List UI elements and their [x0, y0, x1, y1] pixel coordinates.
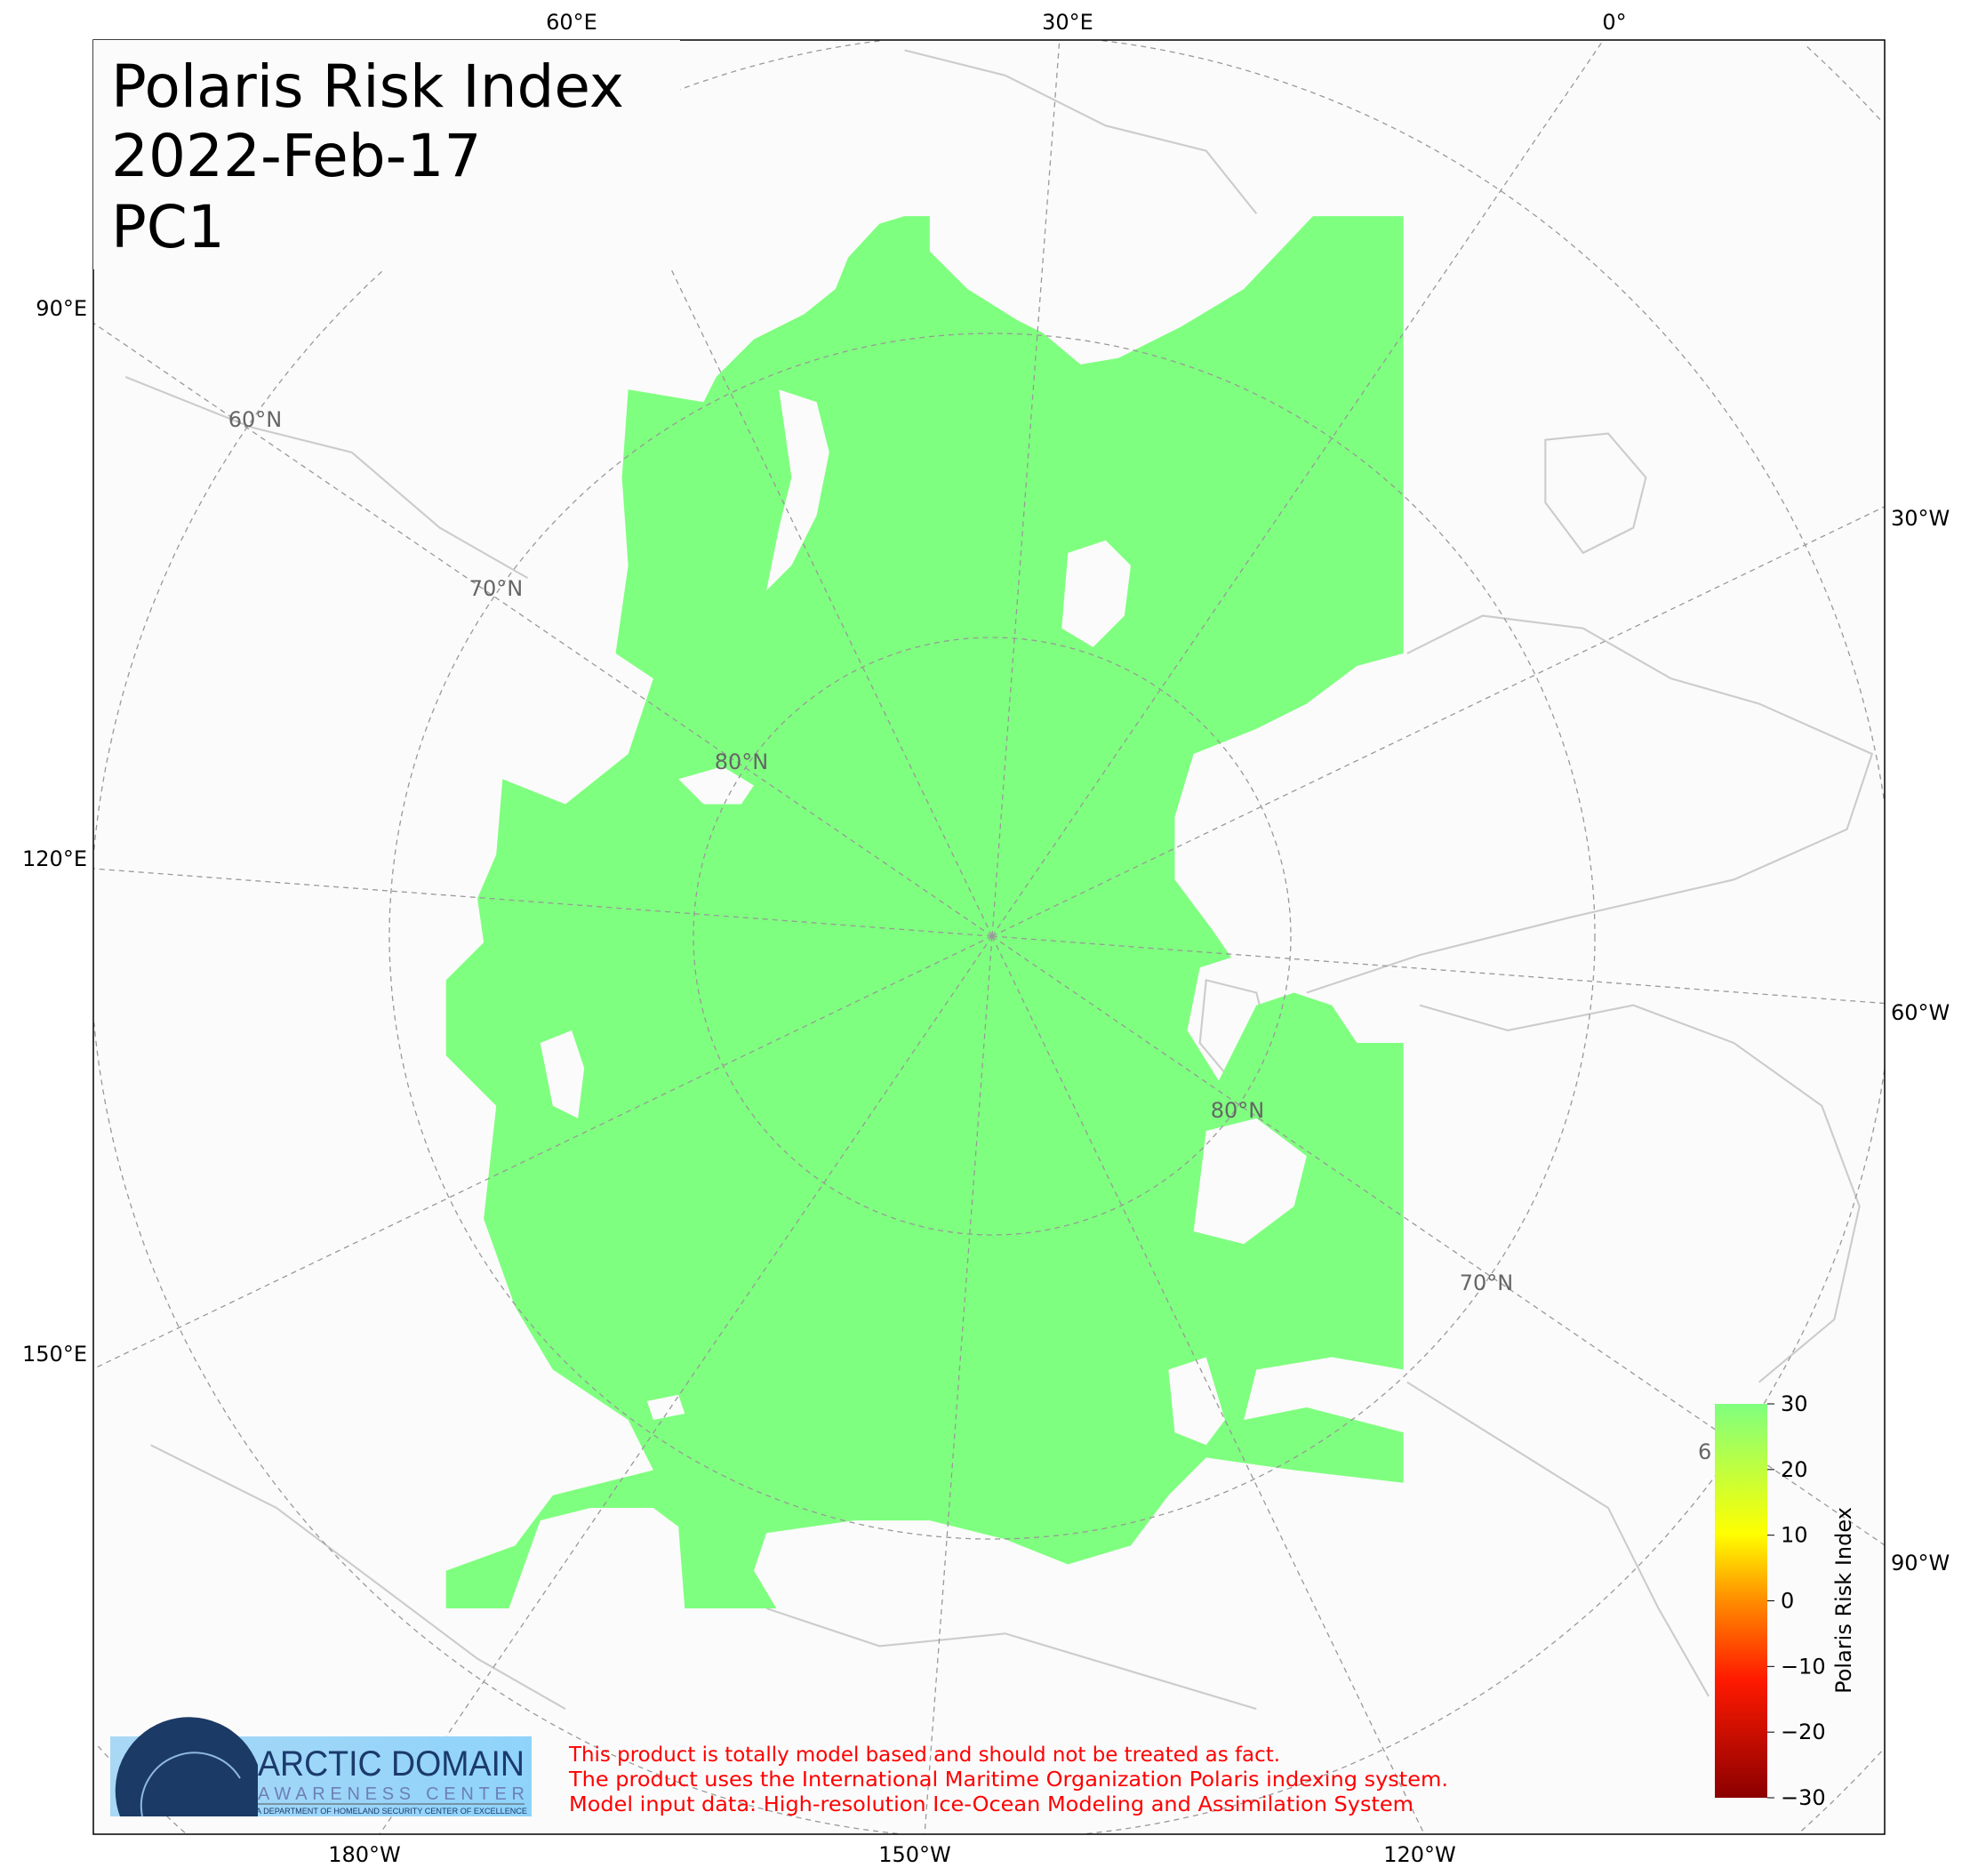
lon-label-bottom: 180°W — [328, 1842, 401, 1867]
lon-label-right: 90°W — [1891, 1551, 1950, 1575]
colorbar-tick-label: −10 — [1781, 1654, 1826, 1679]
lon-label-left: 120°E — [22, 846, 87, 871]
title-line-1: Polaris Risk Index — [111, 52, 624, 121]
colorbar-label: Polaris Risk Index — [1831, 1507, 1856, 1694]
lat-label: 80°N — [1211, 1098, 1265, 1123]
franz-josef-island — [678, 766, 754, 805]
lon-label-right: 30°W — [1891, 506, 1950, 531]
meridian-line — [991, 40, 1061, 937]
new-siberian-island — [540, 1030, 585, 1118]
disclaimer-line: Model input data: High-resolution Ice-Oc… — [569, 1793, 1413, 1816]
globe-icon — [115, 1717, 258, 1816]
canadian-arctic-island — [1168, 1357, 1225, 1446]
disclaimer-line: This product is totally model based and … — [568, 1744, 1280, 1767]
disclaimer-line: The product uses the International Marit… — [568, 1768, 1448, 1792]
colorbar-tick-label: 0 — [1781, 1589, 1794, 1614]
lon-label-bottom: 120°W — [1383, 1842, 1456, 1867]
lon-label-right: 60°W — [1891, 1000, 1950, 1025]
title-line-3: PC1 — [111, 193, 225, 261]
lat-label: 70°N — [1460, 1271, 1514, 1295]
lon-label-left: 90°E — [36, 296, 87, 321]
svalbard-island — [1061, 540, 1131, 647]
axes-frame — [92, 39, 1886, 1835]
meridian-line — [991, 40, 1605, 937]
title-background — [93, 40, 680, 269]
adac-logo: ARCTIC DOMAIN AWARENESS CENTER A DEPARTM… — [110, 1717, 532, 1817]
meridian-line — [924, 935, 993, 1834]
meridian-line — [991, 506, 1885, 937]
lat-label: 70°N — [469, 576, 524, 601]
colorbar: 30 20 10 0 −10 −20 −30 Polaris Risk Index — [1715, 1391, 1856, 1810]
meridian-line — [991, 935, 1885, 1005]
latitude-circle — [93, 40, 1885, 1834]
colorbar-tick-label: 30 — [1781, 1391, 1808, 1416]
meridian-line — [93, 935, 993, 1370]
meridian-line — [93, 868, 993, 937]
polaris-risk-region — [445, 216, 1404, 1609]
title-line-2: 2022-Feb-17 — [111, 122, 481, 190]
lon-label-top: 0° — [1602, 10, 1626, 35]
logo-tagline: A DEPARTMENT OF HOMELAND SECURITY CENTER… — [256, 1807, 527, 1816]
lon-label-left: 150°E — [22, 1342, 87, 1367]
logo-subtitle: AWARENESS CENTER — [258, 1784, 525, 1804]
coastlines — [124, 49, 1874, 1711]
meridian-line — [93, 322, 993, 937]
meridian-line — [379, 935, 993, 1834]
colorbar-tick-label: 20 — [1781, 1457, 1808, 1482]
lon-label-top: 30°E — [1042, 10, 1093, 35]
lon-label-bottom: 150°W — [878, 1842, 951, 1867]
globe-grid-icon — [140, 1752, 241, 1817]
lat-label: 60°N — [228, 407, 283, 432]
colorbar-tick-label: 10 — [1781, 1523, 1808, 1548]
lat-label: 80°N — [715, 750, 769, 774]
map-area — [93, 40, 1885, 1834]
novaya-zemlya-island — [766, 389, 829, 591]
canadian-arctic-island — [1193, 1118, 1307, 1245]
lon-label-top: 60°E — [546, 10, 597, 35]
sea-ice-risk-field — [445, 216, 1404, 1609]
colorbar-tick-label: −30 — [1781, 1785, 1826, 1810]
colorbar-gradient — [1715, 1404, 1767, 1798]
lat-label: 6 — [1698, 1439, 1711, 1464]
logo-title: ARCTIC DOMAIN — [258, 1744, 525, 1784]
colorbar-tick-label: −20 — [1781, 1720, 1826, 1744]
